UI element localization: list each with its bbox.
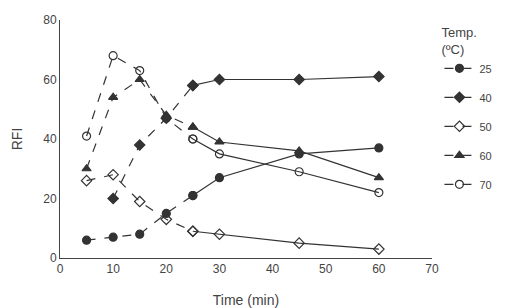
svg-text:0: 0 bbox=[57, 262, 64, 276]
svg-text:RFI: RFI bbox=[9, 128, 25, 151]
svg-text:Time (min): Time (min) bbox=[213, 292, 279, 308]
svg-text:60: 60 bbox=[43, 73, 57, 87]
svg-text:20: 20 bbox=[160, 262, 174, 276]
svg-text:60: 60 bbox=[372, 262, 386, 276]
svg-text:70: 70 bbox=[479, 179, 491, 191]
svg-text:70: 70 bbox=[425, 262, 439, 276]
svg-text:40: 40 bbox=[266, 262, 280, 276]
svg-text:50: 50 bbox=[319, 262, 333, 276]
svg-text:50: 50 bbox=[479, 121, 491, 133]
svg-text:40: 40 bbox=[479, 92, 491, 104]
svg-text:Temp.(ºC): Temp.(ºC) bbox=[441, 25, 476, 57]
svg-text:40: 40 bbox=[43, 132, 57, 146]
svg-text:20: 20 bbox=[43, 192, 57, 206]
svg-text:80: 80 bbox=[43, 13, 57, 27]
svg-text:60: 60 bbox=[479, 150, 491, 162]
svg-text:30: 30 bbox=[213, 262, 227, 276]
svg-text:0: 0 bbox=[50, 251, 57, 265]
svg-text:10: 10 bbox=[106, 262, 120, 276]
svg-text:25: 25 bbox=[479, 63, 491, 75]
